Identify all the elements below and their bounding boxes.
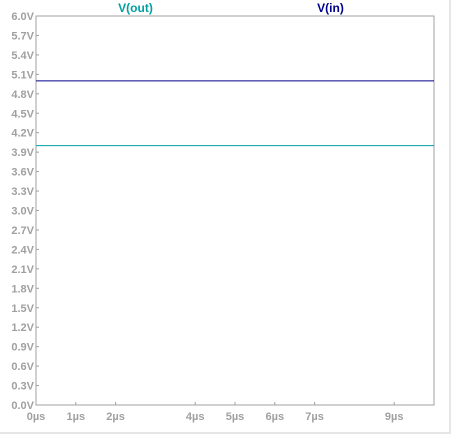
y-tick-label: 2.4V (11, 244, 34, 256)
y-tick-label: 4.8V (11, 89, 34, 101)
y-tick-label: 1.5V (11, 303, 34, 315)
legend-label-v-in[interactable]: V(in) (317, 1, 344, 15)
y-tick-label: 0.0V (11, 400, 34, 412)
y-tick-label: 2.1V (11, 264, 34, 276)
y-tick-label: 0.9V (11, 342, 34, 354)
x-tick-label: 9µs (385, 411, 404, 423)
x-tick-label: 1µs (67, 411, 86, 423)
y-tick-label: 6.0V (11, 11, 34, 23)
y-tick-label: 3.3V (11, 186, 34, 198)
y-axis: 6.0V 5.7V 5.4V 5.1V 4.8V 4.5V 4.2V 3.9V 3.6V 3.3V… (11, 11, 39, 412)
x-tick-label: 4µs (186, 411, 205, 423)
y-tick-label: 4.5V (11, 108, 34, 120)
y-tick-label: 0.3V (11, 381, 34, 393)
window-right-edge (449, 0, 451, 434)
y-tick-label: 2.7V (11, 225, 34, 237)
x-tick-label: 7µs (305, 411, 324, 423)
x-axis: 0µs 1µs 2µs 4µs 5µs 6µs 7µs 9µs (27, 402, 404, 423)
legend-label-v-out[interactable]: V(out) (118, 1, 153, 15)
y-tick-label: 3.6V (11, 167, 34, 179)
y-tick-label: 5.7V (11, 30, 34, 42)
x-tick-label: 6µs (266, 411, 285, 423)
y-tick-label: 5.1V (11, 69, 34, 81)
y-tick-label: 5.4V (11, 50, 34, 62)
x-tick-label: 2µs (106, 411, 125, 423)
y-tick-label: 1.8V (11, 283, 34, 295)
window-bottom-edge (0, 432, 451, 434)
y-tick-label: 4.2V (11, 128, 34, 140)
y-tick-label: 3.9V (11, 147, 34, 159)
y-tick-label: 3.0V (11, 206, 34, 218)
y-tick-label: 0.6V (11, 361, 34, 373)
y-tick-label: 1.2V (11, 322, 34, 334)
plot-frame (35, 15, 435, 406)
legend: V(out) V(in) (118, 1, 344, 15)
x-tick-label: 0µs (27, 411, 46, 423)
series-lines (36, 80, 434, 147)
x-tick-label: 5µs (226, 411, 245, 423)
